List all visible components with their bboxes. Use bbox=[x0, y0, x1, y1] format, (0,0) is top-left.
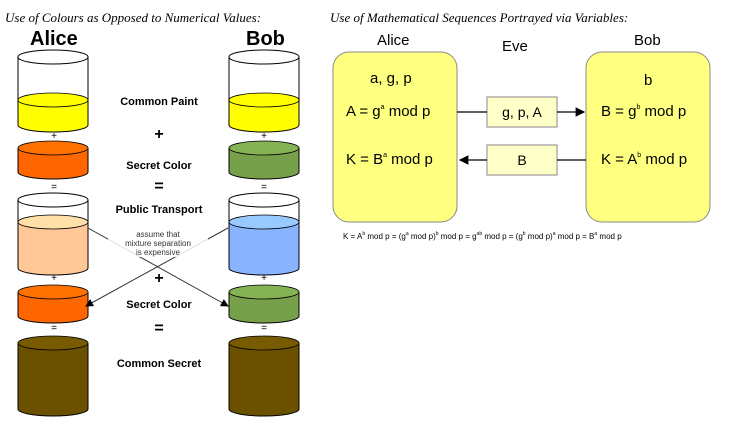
alice-params: a, g, p bbox=[370, 70, 412, 87]
alice-box bbox=[332, 51, 458, 223]
bob-title: Bob bbox=[246, 28, 285, 50]
common-paint-label: Common Paint bbox=[120, 96, 198, 108]
alice-equals-1: = bbox=[51, 182, 57, 193]
plus-sign: + bbox=[154, 270, 164, 287]
shared-key-formula: K = Ab mod p = (ga mod p)b mod p = gab m… bbox=[343, 231, 622, 241]
left-header: Use of Colours as Opposed to Numerical V… bbox=[5, 10, 262, 25]
public-transport-label: Public Transport bbox=[115, 204, 203, 216]
bob-public-key: B = gb mod p bbox=[601, 103, 687, 120]
alice-plus-1: + bbox=[51, 131, 57, 142]
bob-secret-color-vessel bbox=[228, 140, 300, 180]
right-alice-name: Alice bbox=[377, 32, 410, 49]
message-to-alice: B bbox=[517, 152, 527, 168]
bob-param: b bbox=[644, 72, 653, 89]
bob-secret-color-vessel-2 bbox=[228, 284, 300, 324]
alice-common-paint-vessel bbox=[17, 49, 89, 133]
mixture-note: assume that mixture separation is expens… bbox=[108, 230, 208, 257]
equals-sign: = bbox=[154, 178, 164, 195]
paint-vessels bbox=[17, 49, 300, 417]
plus-sign: + bbox=[154, 126, 164, 143]
bob-equals-1: = bbox=[261, 182, 267, 193]
message-to-bob: g, p, A bbox=[502, 104, 542, 120]
right-bob-name: Bob bbox=[634, 32, 661, 49]
note-line-1: assume that bbox=[136, 230, 180, 239]
alice-shared-key: K = Ba mod p bbox=[346, 151, 433, 168]
alice-plus-2: + bbox=[51, 273, 57, 284]
equals-sign: = bbox=[154, 320, 164, 337]
secret-color-label-2: Secret Color bbox=[126, 299, 192, 311]
bob-box bbox=[585, 51, 711, 223]
bob-common-paint-vessel bbox=[228, 49, 300, 133]
bob-plus-2: + bbox=[261, 273, 267, 284]
alice-title: Alice bbox=[30, 28, 78, 50]
alice-common-secret-vessel bbox=[17, 335, 89, 417]
alice-mixture-vessel bbox=[17, 192, 89, 276]
alice-public-key: A = ga mod p bbox=[346, 103, 431, 120]
right-eve-name: Eve bbox=[502, 38, 528, 55]
bob-shared-key: K = Ab mod p bbox=[601, 151, 688, 168]
bob-mixture-vessel bbox=[228, 192, 300, 276]
right-header: Use of Mathematical Sequences Portrayed … bbox=[330, 10, 629, 25]
common-secret-label: Common Secret bbox=[116, 358, 202, 370]
bob-plus-1: + bbox=[261, 131, 267, 142]
secret-color-label-1: Secret Color bbox=[126, 160, 192, 172]
right-diagram bbox=[332, 51, 711, 223]
alice-secret-color-vessel-2 bbox=[17, 284, 89, 324]
alice-equals-2: = bbox=[51, 323, 57, 334]
note-line-3: is expensive bbox=[135, 248, 181, 257]
note-line-2: mixture separation bbox=[125, 239, 191, 248]
msg-box-to-alice bbox=[486, 144, 558, 176]
alice-secret-color-vessel bbox=[17, 140, 89, 180]
bob-equals-2: = bbox=[261, 323, 267, 334]
bob-common-secret-vessel bbox=[228, 335, 300, 417]
